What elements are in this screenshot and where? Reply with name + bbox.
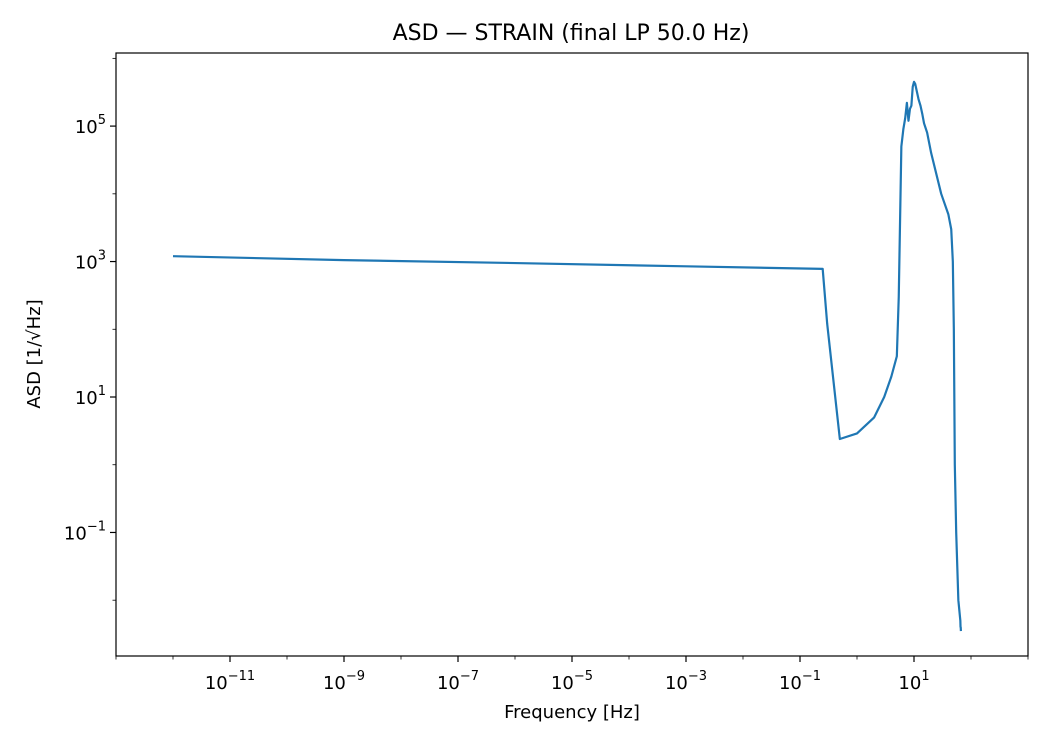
asd-series-line bbox=[172, 80, 962, 632]
x-tick-label: 10−7 bbox=[437, 669, 479, 694]
x-axis-ticks: 10−11 10−9 10−7 10−5 10−3 10−1 101 bbox=[115, 656, 1029, 694]
x-tick-label: 10−1 bbox=[779, 669, 821, 694]
y-axis-label: ASD [1/√Hz] bbox=[24, 299, 45, 408]
x-tick-label: 101 bbox=[898, 669, 929, 694]
x-tick-label: 10−9 bbox=[323, 669, 365, 694]
x-tick-label: 10−11 bbox=[205, 669, 255, 694]
x-tick-label: 10−3 bbox=[665, 669, 707, 694]
y-axis-ticks: 10−1 101 103 105 bbox=[64, 57, 116, 601]
chart-title: ASD — STRAIN (final LP 50.0 Hz) bbox=[393, 21, 750, 46]
plot-frame bbox=[115, 52, 1029, 657]
y-tick-label: 105 bbox=[75, 113, 106, 138]
y-tick-label: 103 bbox=[75, 249, 106, 274]
y-tick-label: 10−1 bbox=[64, 519, 106, 544]
y-tick-label: 101 bbox=[75, 384, 106, 409]
x-axis-label: Frequency [Hz] bbox=[504, 702, 640, 723]
x-tick-label: 10−5 bbox=[551, 669, 593, 694]
